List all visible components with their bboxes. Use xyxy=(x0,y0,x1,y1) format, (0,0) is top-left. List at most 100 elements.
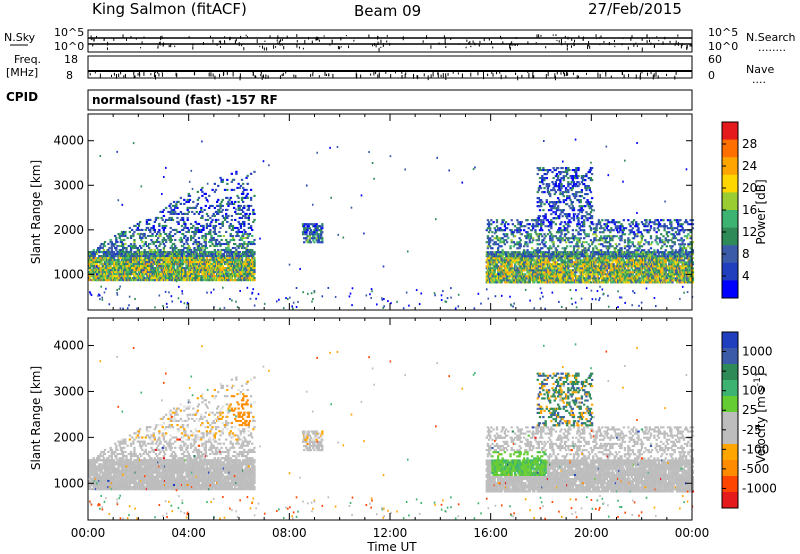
power-cell xyxy=(183,252,186,256)
power-cell xyxy=(554,213,558,216)
power-cell xyxy=(169,236,172,240)
nave-sample xyxy=(134,75,136,79)
power-cell xyxy=(502,275,505,278)
power-cell xyxy=(209,204,212,207)
power-cell xyxy=(517,275,520,278)
power-cell xyxy=(242,192,245,195)
power-cell xyxy=(515,275,518,278)
nave-sample xyxy=(332,73,334,79)
power-cell xyxy=(228,252,231,256)
power-cell xyxy=(126,258,129,262)
power-cell xyxy=(507,251,510,254)
power-cell xyxy=(152,277,155,280)
power-cell xyxy=(554,211,558,214)
power-cell xyxy=(512,245,516,248)
power-cell xyxy=(583,225,586,228)
power-cell xyxy=(578,205,581,208)
power-cell xyxy=(513,229,517,232)
power-cell xyxy=(553,193,556,196)
power-cell xyxy=(555,261,559,264)
power-cell xyxy=(234,218,237,222)
power-cell xyxy=(88,279,91,282)
power-cell xyxy=(175,202,178,205)
power-cell xyxy=(573,261,577,264)
power-cell xyxy=(523,229,526,232)
power-cell xyxy=(187,228,190,232)
nsky-sample xyxy=(438,42,440,45)
power-cell xyxy=(150,252,153,256)
power-cell xyxy=(236,186,239,189)
nave-sample xyxy=(416,75,418,78)
power-cell xyxy=(247,222,250,226)
nsky-sample xyxy=(340,37,342,41)
nsky-sample xyxy=(216,43,218,46)
power-cell xyxy=(507,279,510,282)
power-cell xyxy=(234,226,237,230)
power-cell xyxy=(148,222,151,226)
power-cell xyxy=(213,206,217,209)
power-cell xyxy=(559,227,562,230)
nsky-sample xyxy=(650,42,652,45)
power-cell xyxy=(520,225,524,228)
power-cell xyxy=(213,190,217,193)
power-cell xyxy=(209,228,212,232)
power-cell xyxy=(201,210,204,213)
power-cell xyxy=(503,267,507,270)
power-cell xyxy=(138,244,142,248)
power-cell xyxy=(543,237,546,240)
power-cell xyxy=(232,206,236,209)
power-cell xyxy=(493,255,496,258)
nave-sample xyxy=(427,75,429,81)
power-cell xyxy=(518,251,521,254)
nave-sample xyxy=(239,75,241,81)
nsky-sample xyxy=(552,34,554,36)
nave-sample xyxy=(99,73,101,78)
power-cell xyxy=(543,187,546,190)
nave-sample xyxy=(605,72,607,77)
power-cell xyxy=(504,251,508,254)
power-cell xyxy=(219,271,222,274)
power-cell xyxy=(570,177,573,180)
power-cell xyxy=(249,196,253,199)
power-cell xyxy=(134,224,137,228)
power-cell xyxy=(509,247,512,250)
power-cell xyxy=(527,235,530,238)
power-cell xyxy=(573,177,577,180)
power-cell xyxy=(571,229,575,232)
power-cell xyxy=(219,244,222,248)
power-cell xyxy=(107,242,110,246)
power-cell xyxy=(253,273,256,276)
power-cell xyxy=(508,273,511,276)
nsky-sample xyxy=(377,41,379,46)
power-cell xyxy=(517,255,520,258)
power-cell xyxy=(544,251,547,254)
nsky-strip xyxy=(87,29,693,53)
power-cell xyxy=(495,277,499,280)
power-cell xyxy=(251,252,254,256)
power-cell xyxy=(584,215,587,218)
power-cell xyxy=(197,196,201,199)
power-cell xyxy=(567,221,570,224)
power-cell xyxy=(247,208,250,211)
power-cell xyxy=(541,175,544,178)
power-cell xyxy=(583,241,586,244)
power-cell xyxy=(562,225,565,228)
power-cell xyxy=(510,219,513,222)
power-cell xyxy=(227,242,230,246)
power-cell xyxy=(525,237,528,240)
power-cell xyxy=(562,179,565,182)
power-cell xyxy=(546,277,550,280)
power-cell xyxy=(208,240,211,244)
power-cell xyxy=(578,227,581,230)
power-cell xyxy=(568,241,571,244)
power-cell xyxy=(185,258,188,262)
power-cell xyxy=(554,203,558,206)
power-cell xyxy=(137,228,141,232)
nave-sample xyxy=(527,70,529,73)
power-cell xyxy=(209,277,212,280)
nave-sample xyxy=(401,74,403,79)
power-cell xyxy=(235,172,238,175)
power-cell xyxy=(112,265,116,268)
nsky-sample xyxy=(614,45,616,48)
power-cell xyxy=(115,258,118,262)
